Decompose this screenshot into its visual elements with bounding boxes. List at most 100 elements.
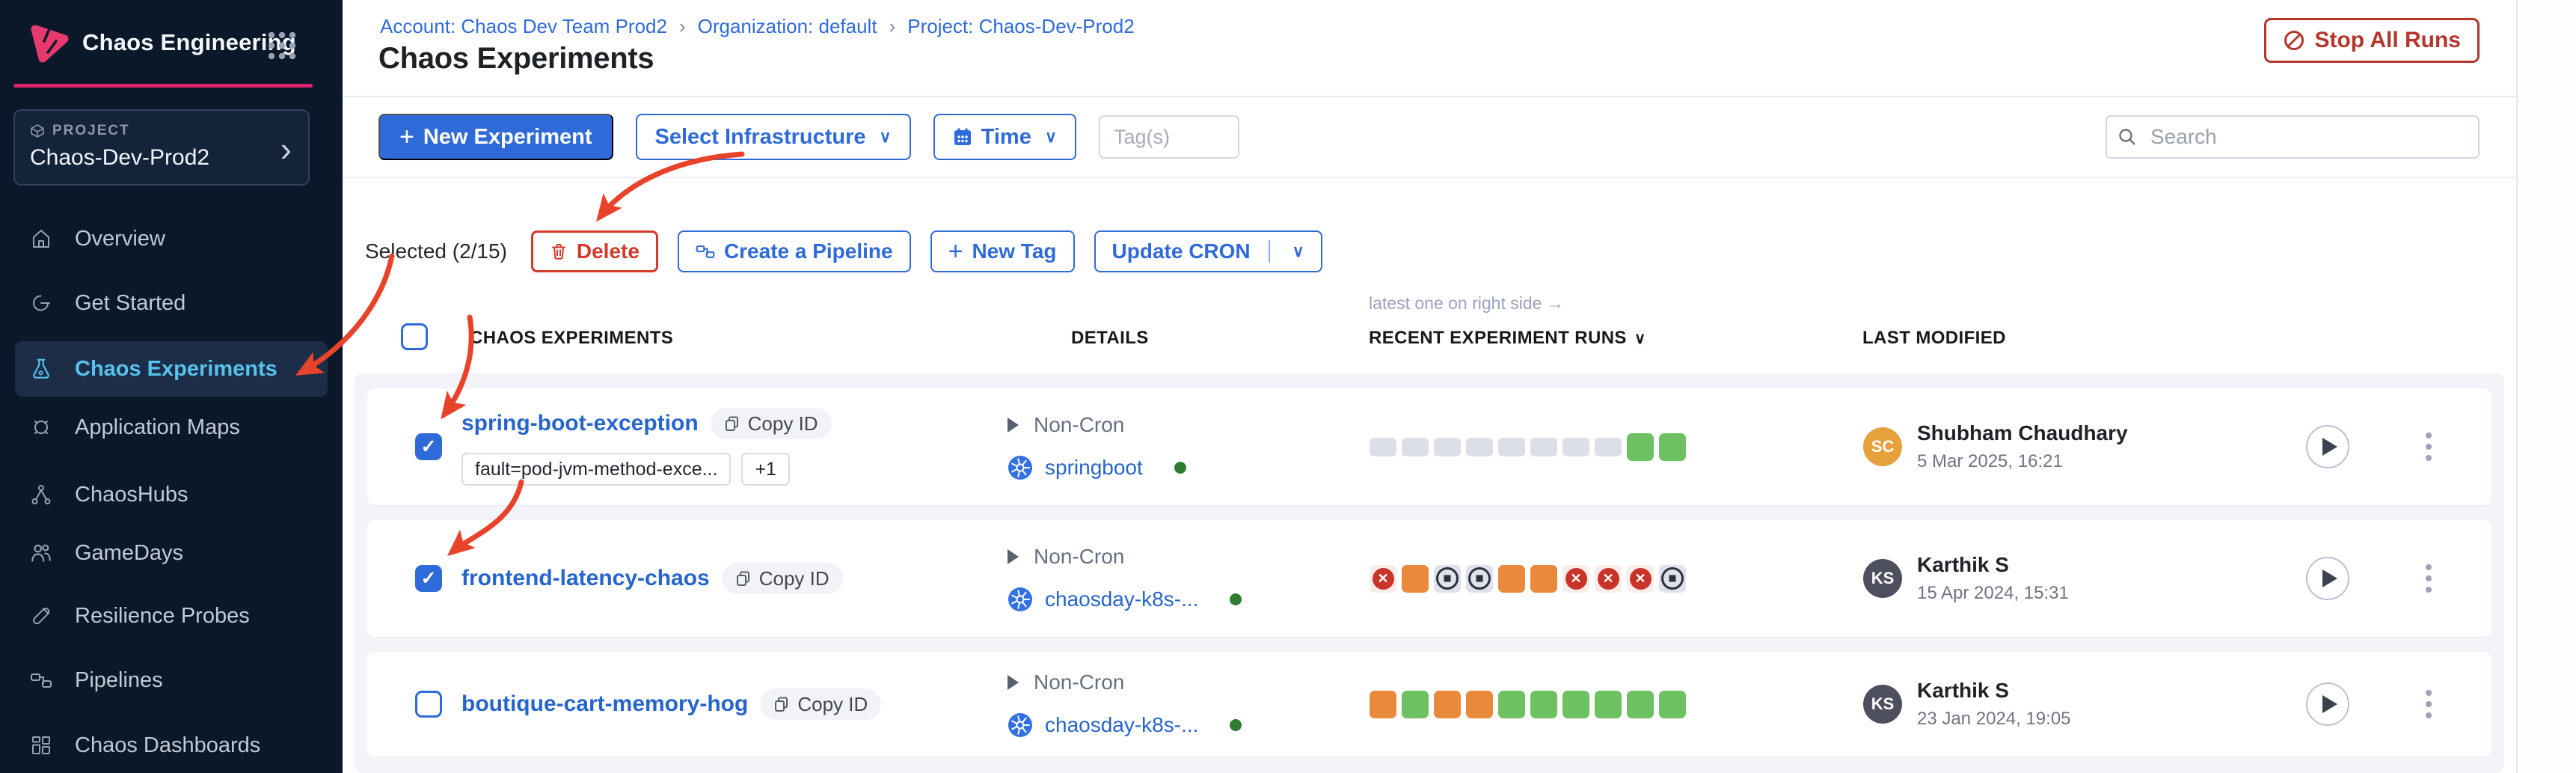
resilience-probes-icon	[28, 603, 54, 629]
update-cron-button[interactable]: Update CRON ∨	[1094, 230, 1322, 272]
column-header-details: DETAILS	[1071, 328, 1149, 348]
modified-date: 23 Jan 2024, 19:05	[1917, 709, 2071, 729]
sidebar-item-resilience-probes[interactable]: Resilience Probes	[15, 588, 328, 644]
sidebar-item-label: Overview	[75, 226, 165, 251]
run-experiment-button[interactable]	[2306, 425, 2349, 468]
tags-filter-input[interactable]	[1098, 115, 1239, 159]
infra-status-dot	[1174, 462, 1186, 474]
run-running-cell[interactable]	[1466, 690, 1493, 718]
breadcrumb-link[interactable]: Account: Chaos Dev Team Prod2	[380, 15, 667, 37]
module-grid-icon[interactable]	[266, 30, 298, 61]
run-stopped-cell[interactable]	[1434, 564, 1461, 593]
run-failed-cell[interactable]	[1563, 564, 1589, 593]
sidebar-item-pipelines[interactable]: Pipelines	[15, 653, 328, 708]
modified-date: 5 Mar 2025, 16:21	[1917, 451, 2063, 471]
select-infrastructure-dropdown[interactable]: Select Infrastructure ∨	[635, 114, 911, 160]
run-success-cell[interactable]	[1402, 690, 1429, 718]
recent-runs-hint: latest one on right side →	[1369, 293, 1564, 313]
create-pipeline-label: Create a Pipeline	[723, 239, 893, 263]
breadcrumb-link[interactable]: Project: Chaos-Dev-Prod2	[907, 15, 1135, 37]
run-failed-cell[interactable]	[1595, 564, 1622, 593]
search-box	[2106, 115, 2480, 159]
sidebar-item-gamedays[interactable]: GameDays	[15, 525, 328, 581]
run-failed-cell[interactable]	[1627, 564, 1654, 593]
run-running-cell[interactable]	[1530, 564, 1557, 593]
run-stopped-cell[interactable]	[1659, 564, 1686, 593]
run-empty-cell	[1563, 437, 1589, 456]
run-experiment-button[interactable]	[2306, 557, 2349, 600]
sidebar-item-overview[interactable]: Overview	[15, 211, 328, 266]
infrastructure-link[interactable]: springboot	[1045, 456, 1143, 479]
sidebar-item-application-maps[interactable]: Application Maps	[15, 400, 328, 455]
run-failed-cell[interactable]	[1370, 564, 1396, 593]
sidebar-item-chaos-dashboards[interactable]: Chaos Dashboards	[15, 718, 328, 773]
breadcrumb-separator: ›	[889, 15, 896, 37]
run-running-cell[interactable]	[1434, 690, 1461, 718]
delete-button[interactable]: Delete	[530, 230, 658, 272]
run-success-cell[interactable]	[1659, 433, 1686, 461]
tag-list: fault=pod-jvm-method-exce... +1	[461, 453, 1000, 486]
run-success-cell[interactable]	[1498, 690, 1525, 718]
details-cell: Non-Cron chaosday-k8s-...	[1008, 652, 1352, 757]
create-pipeline-button[interactable]: Create a Pipeline	[677, 230, 911, 272]
time-filter-dropdown[interactable]: Time ∨	[933, 114, 1076, 160]
stop-all-runs-button[interactable]: Stop All Runs	[2264, 18, 2480, 63]
row-menu-button[interactable]	[2421, 685, 2436, 723]
run-success-cell[interactable]	[1627, 433, 1654, 461]
run-experiment-button[interactable]	[2306, 682, 2349, 726]
infrastructure-link[interactable]: chaosday-k8s-...	[1045, 713, 1199, 736]
column-header-recent-runs[interactable]: RECENT EXPERIMENT RUNS ∨	[1369, 328, 1646, 348]
chevron-down-icon: ∨	[1044, 127, 1057, 146]
new-tag-button[interactable]: + New Tag	[930, 230, 1075, 272]
selected-count-label: Selected (2/15)	[365, 239, 507, 263]
run-running-cell[interactable]	[1370, 690, 1396, 718]
chevron-down-icon: ∨	[1292, 242, 1304, 260]
run-empty-cell	[1530, 437, 1557, 456]
sidebar-item-chaoshubs[interactable]: ChaosHubs	[15, 467, 328, 522]
calendar-icon	[954, 128, 971, 145]
breadcrumb-link[interactable]: Organization: default	[697, 15, 877, 37]
infrastructure-link[interactable]: chaosday-k8s-...	[1045, 587, 1199, 611]
select-all-checkbox[interactable]	[401, 323, 428, 350]
row-checkbox[interactable]	[415, 433, 442, 460]
row-checkbox[interactable]	[415, 691, 442, 718]
row-checkbox[interactable]	[415, 565, 442, 592]
copy-id-button[interactable]: Copy ID	[721, 563, 843, 594]
sidebar-item-get-started[interactable]: Get Started	[15, 275, 328, 331]
experiment-name-link[interactable]: frontend-latency-chaos	[461, 566, 710, 590]
toolbar: + New Experiment Select Infrastructure ∨…	[378, 114, 2480, 160]
new-experiment-button[interactable]: + New Experiment	[378, 114, 613, 160]
sidebar-item-label: Application Maps	[75, 415, 240, 439]
expand-arrow-icon[interactable]	[1008, 675, 1019, 690]
run-running-cell[interactable]	[1402, 564, 1429, 593]
copy-id-button[interactable]: Copy ID	[710, 408, 832, 439]
search-input[interactable]	[2106, 115, 2480, 159]
expand-arrow-icon[interactable]	[1008, 549, 1019, 564]
row-menu-button[interactable]	[2421, 560, 2436, 597]
experiment-name-link[interactable]: boutique-cart-memory-hog	[461, 691, 749, 716]
run-empty-cell	[1370, 437, 1396, 456]
run-success-cell[interactable]	[1627, 690, 1654, 718]
run-success-cell[interactable]	[1530, 690, 1557, 718]
row-menu-button[interactable]	[2421, 428, 2436, 465]
last-modified-cell: SC Shubham Chaudhary 5 Mar 2025, 16:21	[1863, 388, 2128, 505]
sidebar-item-chaos-experiments[interactable]: Chaos Experiments	[15, 341, 328, 397]
expand-arrow-icon[interactable]	[1008, 418, 1019, 433]
more-tags-chip[interactable]: +1	[741, 453, 790, 486]
experiment-name-cell: spring-boot-exception Copy ID fault=pod-…	[461, 388, 1000, 505]
run-success-cell[interactable]	[1563, 690, 1589, 718]
run-success-cell[interactable]	[1659, 690, 1686, 718]
project-switcher[interactable]: PROJECT Chaos-Dev-Prod2 ›	[13, 109, 310, 186]
sidebar-item-label: Pipelines	[75, 667, 163, 692]
avatar: KS	[1863, 559, 1902, 598]
experiment-name-link[interactable]: spring-boot-exception	[461, 411, 699, 436]
run-running-cell[interactable]	[1498, 564, 1525, 593]
run-success-cell[interactable]	[1595, 690, 1622, 718]
copy-id-button[interactable]: Copy ID	[760, 688, 882, 720]
scrollbar-gutter[interactable]	[2516, 0, 2576, 773]
get-started-icon	[28, 290, 54, 316]
experiment-name-cell: frontend-latency-chaos Copy ID	[461, 520, 1000, 637]
run-stopped-cell[interactable]	[1466, 564, 1493, 593]
sidebar: Chaos Engineering PROJECT Chaos-Dev-Prod…	[0, 0, 343, 773]
